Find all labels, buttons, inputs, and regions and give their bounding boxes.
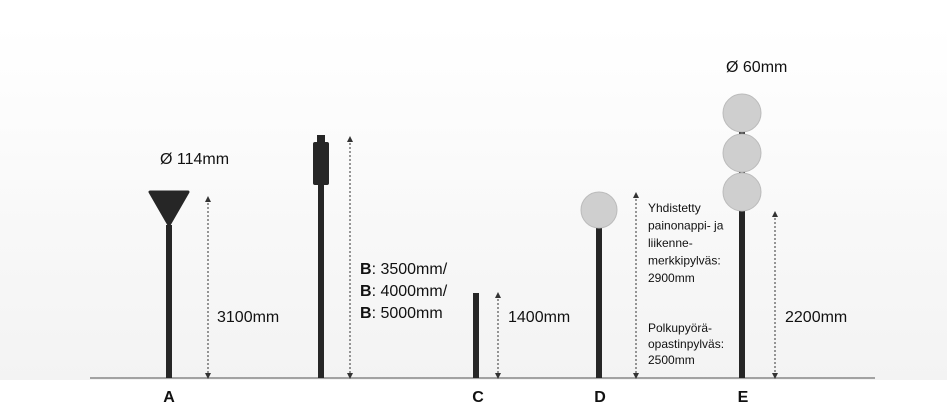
diameter: Ø 60mm: [726, 59, 787, 76]
pole-label: C: [472, 389, 484, 406]
height: 1400mm: [508, 309, 570, 326]
note-line: Yhdistetty: [648, 201, 701, 215]
height: 2200mm: [785, 309, 847, 326]
note-line: painonappi- ja: [648, 219, 724, 233]
note-line: liikenne-: [648, 236, 693, 250]
height-line: B: 5000mm: [360, 305, 443, 322]
pole: [739, 100, 745, 378]
note-line: 2500mm: [648, 353, 695, 367]
globe: [722, 133, 762, 173]
note-line: 2900mm: [648, 271, 695, 285]
pole: [318, 185, 324, 378]
globe: [580, 191, 618, 229]
pole: [596, 222, 602, 378]
height-value: : 3500mm/: [372, 261, 448, 278]
pole-label: D: [594, 389, 606, 406]
height-value: : 5000mm: [372, 305, 443, 322]
height-line: B: 4000mm/: [360, 283, 448, 300]
note-line: opastinpylväs:: [648, 337, 724, 351]
height-code: B: [360, 305, 372, 322]
globe: [722, 93, 762, 133]
pole: [473, 293, 479, 378]
note-line: merkkipylväs:: [648, 254, 721, 268]
globe: [722, 172, 762, 212]
height-line: B: 3500mm/: [360, 261, 448, 278]
pole-label: E: [738, 389, 749, 406]
note-line: Polkupyörä-: [648, 321, 712, 335]
height-code: B: [360, 283, 372, 300]
height: 3100mm: [217, 309, 279, 326]
height-value: : 4000mm/: [372, 283, 448, 300]
pole: [166, 225, 172, 378]
height-code: B: [360, 261, 372, 278]
pole-cap: [317, 135, 325, 143]
sign-head: [148, 190, 190, 227]
signal-head: [313, 142, 329, 185]
pole-label: A: [163, 389, 175, 406]
diameter: Ø 114mm: [160, 151, 229, 168]
